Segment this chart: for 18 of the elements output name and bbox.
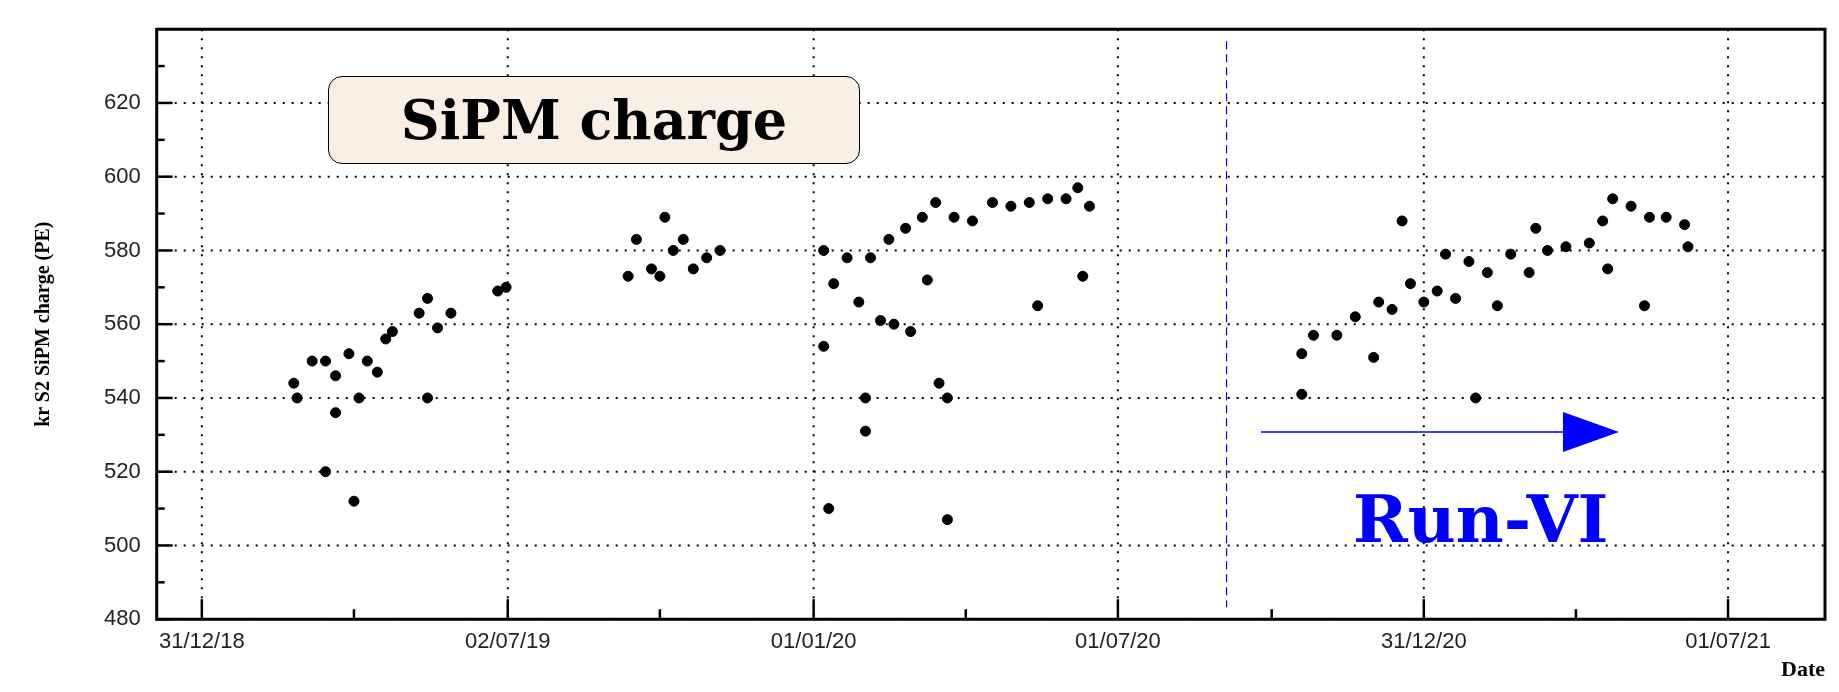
y-tick-label: 480 — [103, 605, 141, 631]
y-tick-label: 520 — [103, 457, 141, 483]
y-tick-label: 600 — [103, 162, 141, 188]
x-tick-label: 31/12/18 — [159, 628, 245, 654]
y-axis-title: kr S2 SiPM charge (PE) — [31, 221, 55, 427]
y-tick-label: 540 — [103, 384, 141, 410]
y-tick-label: 560 — [103, 310, 141, 336]
x-tick-label: 31/12/20 — [1380, 628, 1467, 654]
x-tick-label: 01/07/21 — [1685, 628, 1771, 654]
x-tick-label: 01/01/20 — [770, 628, 857, 654]
x-axis-title: Date — [1781, 656, 1826, 682]
x-tick-label: 02/07/19 — [464, 628, 551, 654]
annotation: SiPM charge — [328, 76, 860, 164]
y-tick-label: 620 — [103, 89, 141, 115]
x-tick-label: 01/07/20 — [1075, 628, 1161, 654]
annotation: Run-VI — [1353, 480, 1609, 558]
y-tick-label: 580 — [103, 236, 141, 262]
y-tick-label: 500 — [103, 531, 141, 557]
